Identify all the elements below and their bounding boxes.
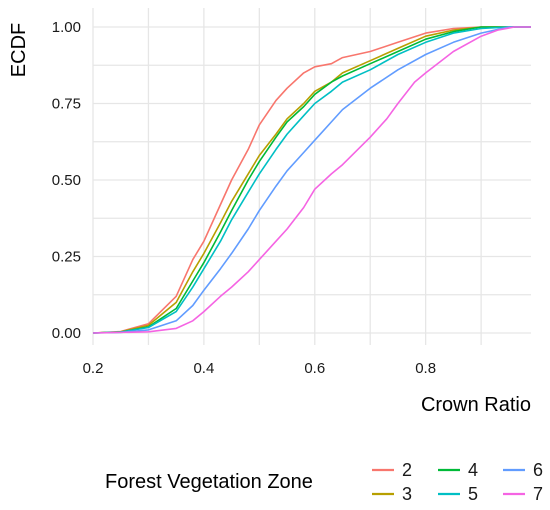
legend-label-3: 3 [402, 484, 412, 504]
y-axis-title: ECDF [8, 23, 30, 77]
legend: Forest Vegetation Zone 2 3 4 5 6 7 [105, 460, 543, 504]
legend-label-4: 4 [468, 460, 478, 480]
y-tick-label: 1.00 [52, 19, 81, 36]
legend-label-2: 2 [402, 460, 412, 480]
legend-label-6: 6 [533, 460, 543, 480]
legend-title: Forest Vegetation Zone [105, 471, 313, 493]
series-line-3 [92, 26, 531, 334]
series-group [92, 26, 531, 334]
y-tick-label: 0.00 [52, 325, 81, 342]
grid [92, 8, 531, 345]
x-tick-label: 0.2 [83, 360, 104, 377]
y-tick-label: 0.25 [52, 249, 81, 266]
series-line-5 [92, 26, 531, 334]
x-tick-label: 0.6 [304, 360, 325, 377]
series-line-7 [92, 26, 531, 334]
y-tick-label: 0.75 [52, 96, 81, 113]
y-tick-label: 0.50 [52, 172, 81, 189]
legend-label-5: 5 [468, 484, 478, 504]
tick-labels: 0.2 0.4 0.6 0.8 0.00 0.25 0.50 0.75 1.00 [52, 19, 436, 377]
series-line-4 [92, 26, 531, 334]
legend-label-7: 7 [533, 484, 543, 504]
x-tick-label: 0.4 [193, 360, 214, 377]
x-axis-title: Crown Ratio [421, 394, 531, 416]
series-line-6 [92, 26, 531, 334]
x-tick-label: 0.8 [415, 360, 436, 377]
series-line-2 [92, 26, 531, 334]
